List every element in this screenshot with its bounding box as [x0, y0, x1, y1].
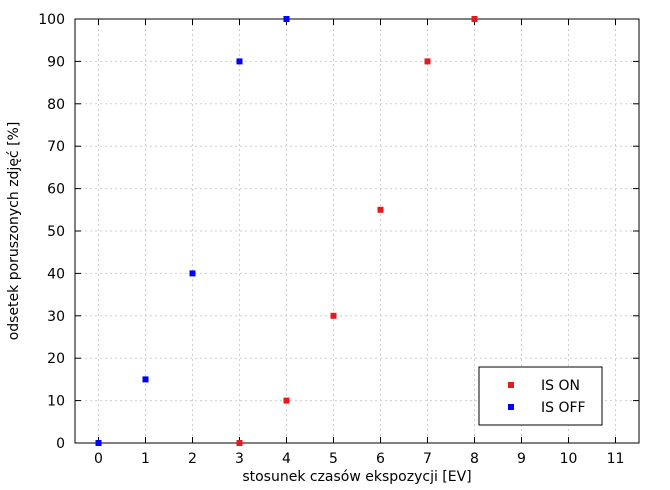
y-tick-label: 30 — [47, 309, 65, 325]
y-axis-title: odsetek poruszonych zdjęć [%] — [6, 122, 22, 341]
y-tick-label: 70 — [47, 139, 65, 155]
data-point — [236, 58, 243, 65]
data-point — [377, 206, 384, 213]
data-point — [189, 270, 196, 277]
x-tick-label: 7 — [423, 451, 432, 467]
data-point — [424, 58, 431, 65]
data-point — [283, 397, 290, 404]
y-tick-label: 0 — [56, 436, 65, 452]
y-tick-label: 80 — [47, 97, 65, 113]
legend-swatch — [508, 382, 514, 388]
y-tick-label: 10 — [47, 394, 65, 410]
legend: IS ON IS OFF — [478, 366, 603, 426]
x-tick-label: 1 — [141, 451, 150, 467]
y-tick-label: 100 — [38, 12, 65, 28]
y-tick-label: 40 — [47, 266, 65, 282]
legend-label: IS ON — [541, 378, 580, 394]
x-tick-label: 8 — [470, 451, 479, 467]
data-points — [95, 16, 478, 446]
legend-label: IS OFF — [541, 400, 586, 416]
axis-ticks: 0 1 2 3 4 5 6 7 8 9 10 11 0 10 20 30 40 50 60 70 80 90 100 — [38, 12, 639, 467]
y-tick-label: 20 — [47, 351, 65, 367]
data-point — [330, 312, 337, 319]
x-axis-title: stosunek czasów ekspozycji [EV] — [242, 469, 471, 485]
x-tick-label: 6 — [376, 451, 385, 467]
x-tick-label: 4 — [282, 451, 291, 467]
data-point — [471, 16, 478, 22]
y-tick-label: 50 — [47, 224, 65, 240]
x-tick-label: 3 — [235, 451, 244, 467]
legend-swatch — [508, 404, 514, 410]
data-point — [236, 440, 243, 446]
data-point — [95, 440, 102, 446]
y-tick-label: 90 — [47, 54, 65, 70]
x-tick-label: 11 — [607, 451, 625, 467]
x-tick-label: 9 — [517, 451, 526, 467]
legend-box — [478, 366, 603, 426]
data-point — [283, 16, 290, 22]
x-tick-label: 10 — [560, 451, 578, 467]
x-tick-label: 5 — [329, 451, 338, 467]
x-tick-label: 2 — [188, 451, 197, 467]
x-tick-label: 0 — [94, 451, 103, 467]
y-tick-label: 60 — [47, 182, 65, 198]
data-point — [142, 376, 149, 383]
